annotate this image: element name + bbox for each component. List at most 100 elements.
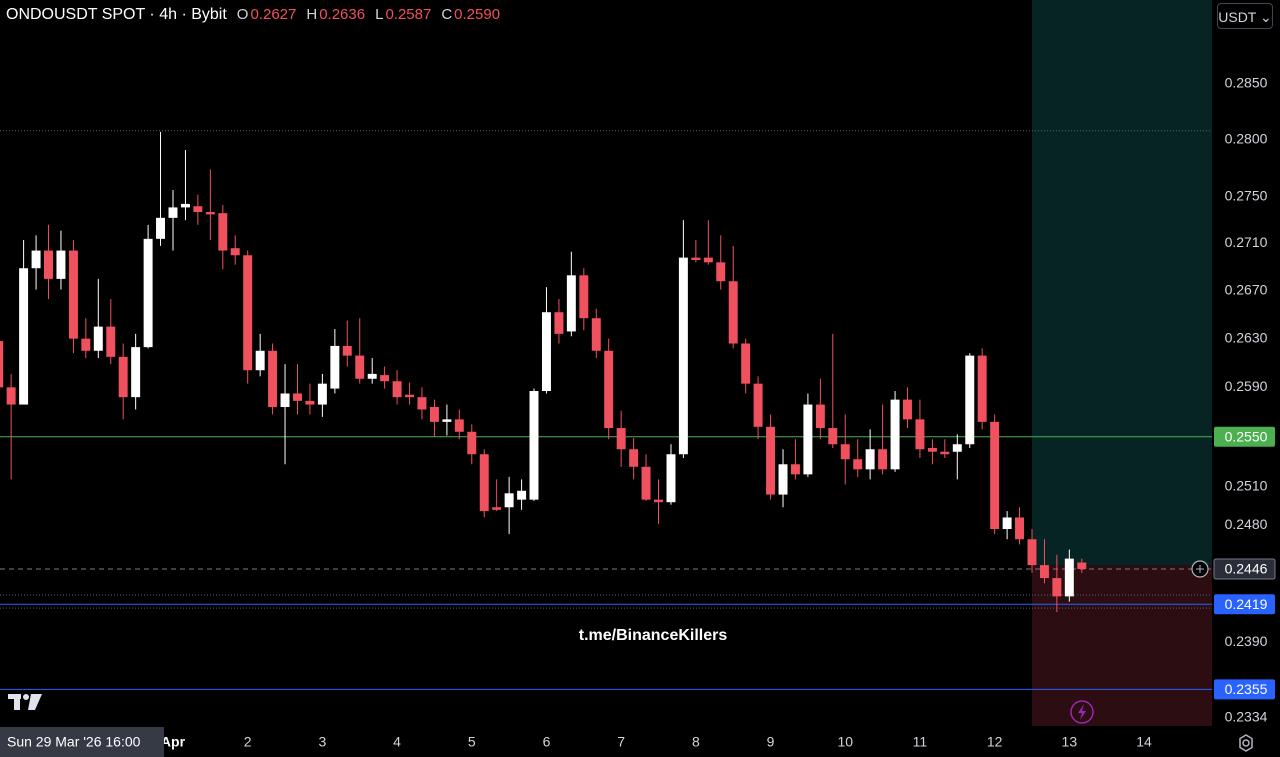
symbol-title: ONDOUSDT SPOT · 4h · Bybit xyxy=(6,6,227,23)
candle-body xyxy=(815,404,825,429)
candle-body xyxy=(890,399,900,470)
candle-body xyxy=(454,419,464,432)
watermark: t.me/BinanceKillers xyxy=(579,627,728,644)
candle-body xyxy=(741,343,751,384)
candle-body xyxy=(952,444,962,452)
crosshair-time-box xyxy=(0,727,164,757)
candle-body xyxy=(305,400,315,405)
ohlc-value: 0.2627 xyxy=(250,6,297,23)
candle-body xyxy=(1002,517,1012,529)
currency: USDT xyxy=(1218,9,1257,25)
lightning-button[interactable] xyxy=(1070,700,1094,724)
candle-body xyxy=(915,419,925,450)
candle-body xyxy=(68,250,78,339)
candle-body xyxy=(541,312,551,392)
y-tick-label: 0.2850 xyxy=(1225,74,1268,90)
price-badge xyxy=(1214,426,1275,447)
candle-body xyxy=(504,493,514,508)
candle-body xyxy=(143,238,153,348)
candle-body xyxy=(168,207,178,218)
candle-body xyxy=(828,428,838,445)
y-tick-label: 0.2510 xyxy=(1225,478,1268,494)
candle-body xyxy=(977,355,987,422)
candle-body xyxy=(691,257,701,260)
ohlc-value: 0.2590 xyxy=(454,6,501,23)
price-badge xyxy=(1214,679,1275,700)
candle-body xyxy=(131,347,141,398)
price-badge xyxy=(1213,558,1276,580)
price-badge-label: 0.2550 xyxy=(1225,428,1268,444)
ohlc-key: C xyxy=(441,6,453,23)
candle-body xyxy=(990,421,1000,529)
candle-body xyxy=(1077,562,1087,569)
candle-body xyxy=(218,213,228,251)
candle-body xyxy=(442,419,452,422)
candle-body xyxy=(492,507,502,510)
candle-body xyxy=(878,449,888,470)
candle-body xyxy=(230,248,240,256)
levels xyxy=(0,130,1212,690)
x-tick-label: Apr xyxy=(161,734,186,750)
candle-body xyxy=(268,350,278,408)
candle-body xyxy=(940,451,950,455)
candle-body xyxy=(429,407,439,422)
candle-body xyxy=(81,338,91,351)
candle-body xyxy=(604,350,614,429)
ohlc-key: H xyxy=(306,6,318,23)
candle-body xyxy=(803,404,813,475)
candle-body xyxy=(43,250,53,279)
candle-body xyxy=(579,275,589,319)
candle-body xyxy=(790,464,800,475)
candle-body xyxy=(1015,517,1024,540)
candle-body xyxy=(865,449,875,470)
candle-body xyxy=(243,255,253,371)
candle-body xyxy=(666,454,676,503)
candle-body xyxy=(417,397,427,410)
candle-body xyxy=(927,447,937,452)
x-tick-label: 5 xyxy=(468,734,476,750)
crosshair-time: Sun 29 Mar '26 16:00 xyxy=(7,734,141,750)
candle-body xyxy=(0,341,4,388)
candle-body xyxy=(616,428,626,450)
candle-body xyxy=(902,399,912,420)
x-tick-label: 3 xyxy=(318,734,326,750)
candle-body xyxy=(293,393,302,401)
y-tick-label: 0.2750 xyxy=(1225,188,1268,204)
x-tick-label: 7 xyxy=(617,734,625,750)
y-tick-label: 0.2630 xyxy=(1225,329,1268,345)
candle-body xyxy=(31,250,41,269)
candle-body xyxy=(1052,578,1062,597)
candle-body xyxy=(853,459,863,470)
x-tick-label: 12 xyxy=(987,734,1003,750)
add-alert-button[interactable] xyxy=(1191,560,1209,578)
candle-body xyxy=(641,466,651,500)
candle-body xyxy=(106,326,116,357)
y-tick-label: 0.2670 xyxy=(1225,281,1268,297)
candle-body xyxy=(591,318,601,351)
candle-body xyxy=(566,275,576,332)
candle-body xyxy=(317,383,327,405)
candle-body xyxy=(156,217,166,239)
ohlc-key: O xyxy=(236,6,249,23)
currency-button[interactable]: USDT ⌄ xyxy=(1217,3,1273,29)
x-tick-label: 14 xyxy=(1136,734,1152,750)
price-badge-label: 0.2419 xyxy=(1225,596,1268,612)
candle-body xyxy=(118,356,128,398)
candle-body xyxy=(728,281,738,344)
candle-body xyxy=(330,345,340,389)
candle-body xyxy=(654,499,663,503)
candle-body xyxy=(342,345,352,356)
x-tick-label: 8 xyxy=(692,734,700,750)
candle-body xyxy=(380,375,390,382)
x-tick-label: 6 xyxy=(543,734,551,750)
x-tick-label: 9 xyxy=(767,734,775,750)
candle-body xyxy=(766,426,776,495)
y-tick-label: 0.2390 xyxy=(1225,633,1268,649)
candle-body xyxy=(1027,539,1037,566)
candle-body xyxy=(255,350,265,371)
candle-body xyxy=(1064,558,1074,597)
candle-body xyxy=(716,262,726,282)
settings-button[interactable] xyxy=(1239,734,1253,752)
candle-body xyxy=(629,449,639,467)
price-badge-label: 0.2446 xyxy=(1225,561,1268,577)
